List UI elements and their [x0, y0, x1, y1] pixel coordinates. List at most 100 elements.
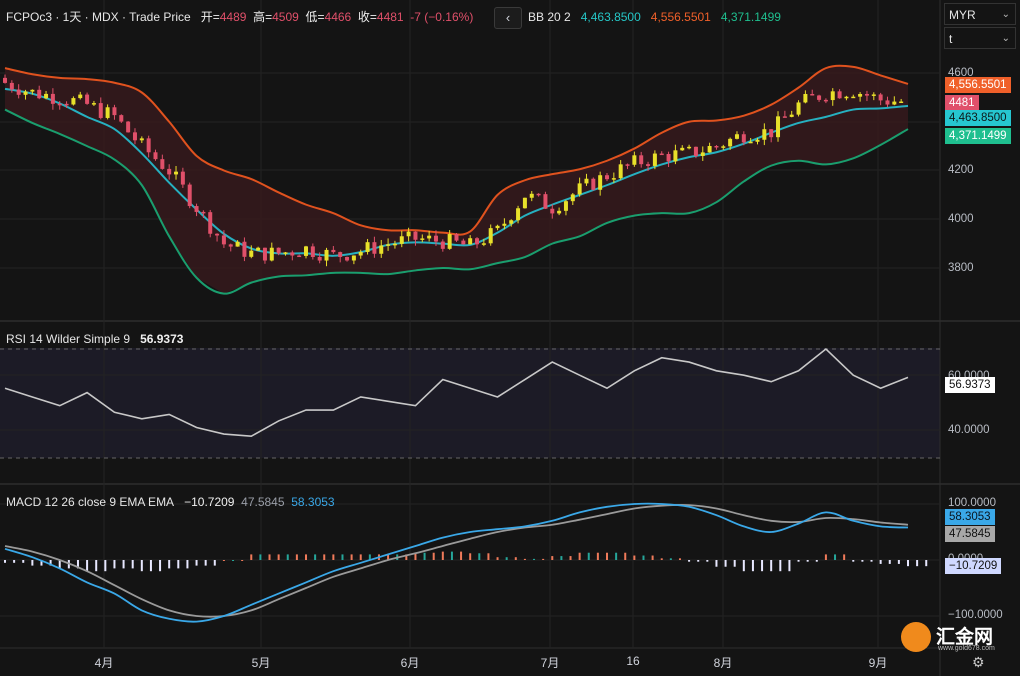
- candle-body-32: [221, 235, 226, 245]
- histogram-bar-65: [596, 552, 599, 560]
- signal-badge: 47.5845: [945, 526, 995, 542]
- histogram-bar-72: [660, 558, 663, 560]
- histogram-bar-56: [514, 557, 517, 560]
- candle-body-128: [878, 94, 883, 101]
- histogram-bar-88: [806, 560, 809, 562]
- histogram-bar-90: [824, 554, 827, 560]
- chart-type-select[interactable]: t ⌄: [944, 27, 1016, 49]
- histogram-bar-66: [606, 552, 608, 560]
- histogram-bar-49: [450, 551, 453, 560]
- rsi-legend: RSI 14 Wilder Simple 9 56.9373: [6, 331, 183, 347]
- candle-body-110: [755, 139, 760, 142]
- histogram-bar-79: [724, 560, 727, 567]
- candle-body-103: [707, 146, 712, 153]
- candle-body-74: [509, 220, 514, 224]
- histogram-bar-46: [423, 552, 426, 560]
- histogram-bar-2: [22, 560, 25, 563]
- rsi-value: 56.9373: [140, 332, 184, 346]
- histogram-bar-35: [323, 554, 326, 560]
- gear-icon[interactable]: ⚙: [972, 654, 985, 670]
- candle-body-90: [618, 164, 623, 179]
- candle-body-92: [632, 155, 637, 165]
- candle-body-20: [139, 138, 144, 141]
- histogram-bar-8: [76, 560, 79, 569]
- x-tick-may: 5月: [251, 656, 271, 670]
- bollinger-lower-line: [4, 108, 909, 295]
- candle-body-40: [276, 247, 281, 254]
- histogram-bar-85: [779, 560, 782, 572]
- candle-body-0: [3, 77, 7, 83]
- histogram-bar-45: [414, 552, 417, 560]
- histogram-bar-69: [633, 555, 636, 560]
- histogram-bar-93: [852, 560, 855, 562]
- currency-select[interactable]: MYR ⌄: [944, 3, 1016, 25]
- candle-body-102: [700, 152, 705, 156]
- candle-body-70: [481, 243, 486, 245]
- histogram-bar-94: [861, 560, 864, 562]
- histogram-bar-44: [405, 554, 408, 560]
- histogram-bar-3: [31, 560, 34, 566]
- macd-signal-line: [4, 504, 909, 618]
- candle-body-13: [91, 103, 96, 105]
- histogram-bar-51: [469, 553, 472, 560]
- histogram-bar-37: [341, 554, 344, 560]
- bb-upper-value: 4,556.5501: [650, 10, 711, 24]
- candle-body-34: [235, 241, 240, 247]
- macd-label: MACD 12 26 close 9 EMA EMA: [6, 495, 175, 509]
- candle-body-72: [495, 225, 500, 229]
- candle-body-88: [605, 175, 609, 180]
- histogram-bar-96: [879, 560, 882, 564]
- candle-body-126: [864, 93, 869, 96]
- close-label: 收=: [357, 10, 377, 24]
- candle-body-24: [167, 168, 172, 175]
- candle-body-11: [78, 94, 83, 99]
- histogram-bar-48: [441, 551, 444, 560]
- histogram-bar-75: [688, 560, 691, 562]
- histogram-bar-23: [213, 560, 216, 566]
- histogram-bar-19: [177, 560, 180, 569]
- candle-body-9: [64, 103, 69, 106]
- candle-body-95: [652, 153, 657, 166]
- histogram-bar-1: [13, 560, 16, 563]
- histogram-bar-30: [277, 554, 280, 560]
- candle-body-28: [194, 206, 199, 212]
- histogram-bar-27: [250, 554, 253, 560]
- candle-body-14: [98, 103, 103, 118]
- histogram-bar-95: [870, 560, 873, 562]
- histogram-bar-73: [669, 558, 672, 560]
- gold678-logo: 汇金网 www.gold678.com: [898, 618, 1020, 658]
- candle-body-84: [577, 183, 582, 195]
- candle-body-6: [44, 93, 49, 99]
- candle-body-112: [769, 129, 774, 138]
- candle-body-45: [310, 246, 315, 257]
- histogram-bar-70: [642, 555, 645, 560]
- logo-name: 汇金网: [936, 626, 994, 648]
- price-tick-4200: 4200: [948, 164, 974, 176]
- histogram-bar-77: [706, 560, 709, 562]
- histogram-bar-36: [332, 554, 335, 560]
- candle-body-27: [187, 184, 192, 207]
- macd-macd-value: 58.3053: [291, 495, 335, 509]
- candle-body-80: [550, 208, 555, 214]
- collapse-legend-button[interactable]: ‹: [494, 7, 522, 29]
- histogram-bar-52: [478, 553, 481, 560]
- histogram-bar-40: [368, 554, 371, 560]
- candle-body-114: [782, 116, 787, 118]
- rsi-label: RSI 14 Wilder Simple 9: [6, 332, 131, 346]
- histogram-bar-50: [460, 551, 463, 560]
- candle-body-104: [714, 146, 719, 148]
- histogram-bar-83: [761, 560, 764, 572]
- histogram-bar-101: [925, 560, 928, 567]
- candle-body-39: [269, 247, 274, 261]
- low-value: 4466: [324, 10, 352, 24]
- currency-select-value: MYR: [949, 8, 976, 22]
- candle-body-61: [420, 238, 425, 240]
- macd-signal-value: 47.5845: [241, 495, 285, 509]
- candle-body-17: [119, 115, 124, 122]
- bb-mid-badge: 4,463.8500: [945, 110, 1011, 126]
- histogram-bar-29: [268, 554, 271, 560]
- histogram-bar-84: [770, 560, 773, 572]
- candle-body-97: [666, 153, 671, 162]
- candle-body-63: [433, 235, 438, 242]
